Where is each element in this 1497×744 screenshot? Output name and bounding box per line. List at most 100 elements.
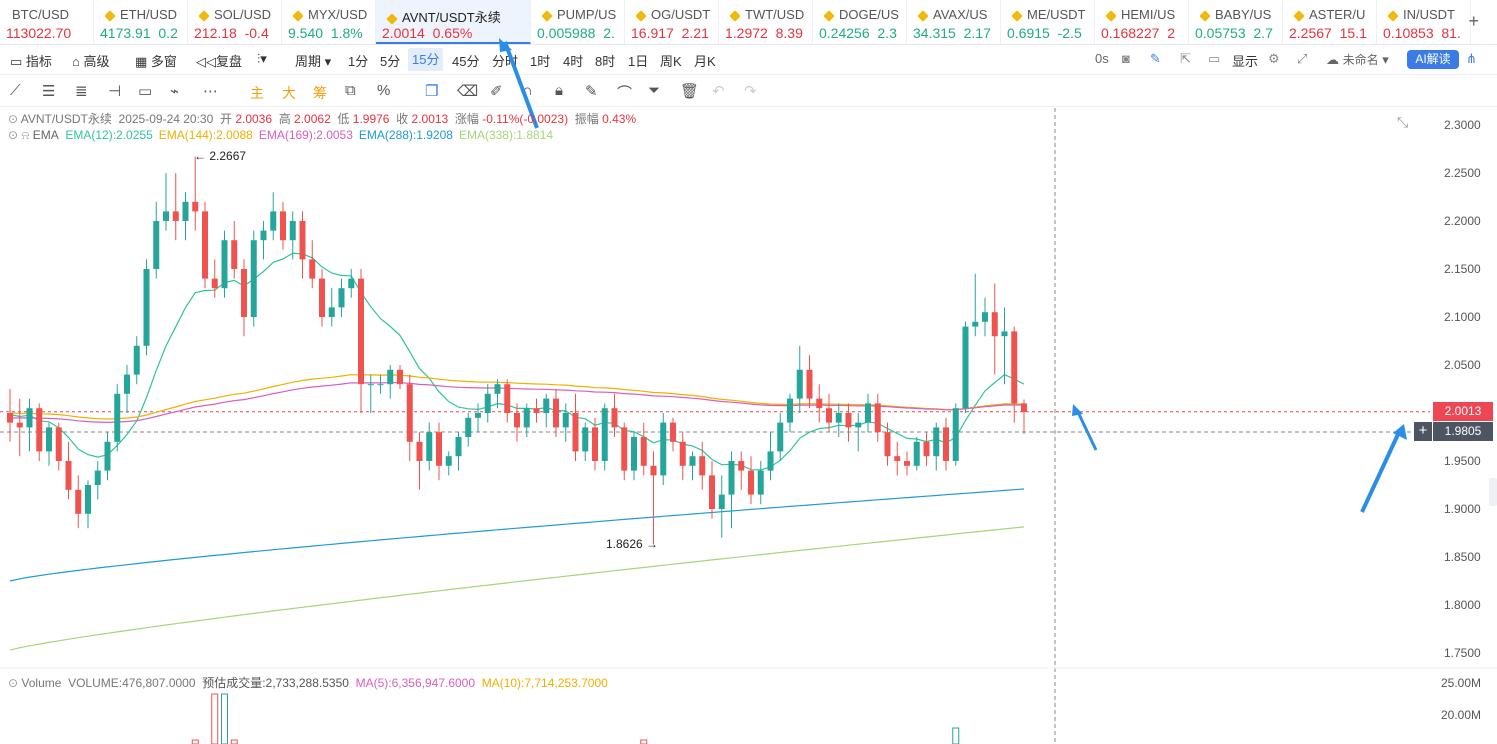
ticker-price: 0.10853 81.: [1383, 25, 1461, 41]
magnet-icon[interactable]: ⧉: [345, 82, 356, 99]
edit-icon[interactable]: ✐: [490, 83, 503, 100]
brush-icon[interactable]: ⌒: [617, 85, 633, 102]
volume-bar: [640, 739, 648, 744]
ticker-tab[interactable]: BTC/USD 113022.70: [0, 0, 94, 44]
ticker-tab[interactable]: OG/USDT 16.917 2.21: [625, 0, 719, 44]
camera-icon[interactable]: ◙: [1122, 51, 1130, 66]
note-icon[interactable]: ✎: [585, 83, 598, 100]
interval-1[interactable]: 5分: [380, 54, 401, 69]
ticker-tab[interactable]: AVAX/US 34.315 2.17: [907, 0, 1001, 44]
volume-bar: [221, 693, 228, 744]
candle-body: [309, 259, 316, 279]
candle-body: [738, 461, 745, 471]
ticker-price: 1.2972 8.39: [725, 25, 803, 41]
collapse-icon[interactable]: ⊙: [8, 676, 22, 690]
layout-icon[interactable]: ▭: [1208, 51, 1221, 66]
ticker-tab[interactable]: AVNT/USDT永续 2.0014 0.65%: [376, 0, 531, 44]
ticker-tab[interactable]: ASTER/U 2.2567 15.1: [1283, 0, 1377, 44]
ticker-tab[interactable]: TWT/USD 1.2972 8.39: [719, 0, 813, 44]
volume-ma10: MA(10):7,714,253.7000: [481, 676, 608, 690]
ticker-tab[interactable]: SOL/USD 212.18 -0.4: [188, 0, 282, 44]
percent-icon[interactable]: %: [377, 82, 391, 99]
chips-button[interactable]: 筹: [313, 85, 327, 101]
indicators-button[interactable]: ▭ 指标: [10, 54, 52, 69]
trash-icon[interactable]: 🗑︎: [680, 83, 700, 100]
main-chart-button[interactable]: 主: [250, 85, 264, 101]
candle-body: [514, 413, 520, 428]
copy-icon[interactable]: ❐: [425, 83, 439, 100]
interval-0[interactable]: 1分: [348, 54, 369, 69]
advanced-button[interactable]: ⌂ 高级: [72, 54, 110, 69]
big-order-button[interactable]: 大: [282, 85, 296, 101]
candle-body: [387, 369, 394, 385]
side-panel-handle[interactable]: [1489, 478, 1497, 506]
interval-8[interactable]: 1日: [628, 54, 649, 69]
bell-icon[interactable]: ⍾: [21, 128, 30, 142]
annotation-arrow: [503, 41, 539, 129]
interval-2[interactable]: 15分: [408, 48, 444, 71]
horizontal-ray-icon[interactable]: ⊣: [108, 83, 122, 100]
ticker-tab[interactable]: BABY/US 0.05753 2.7: [1189, 0, 1283, 44]
volume-axis-label: 25.00M: [1441, 676, 1482, 690]
ticker-tab[interactable]: DOGE/US 0.24256 2.3: [813, 0, 907, 44]
candle-body: [582, 427, 589, 452]
candle-body: [621, 427, 628, 471]
ticker-tab[interactable]: ETH/USD 4173.91 0.2: [94, 0, 188, 44]
redo-icon[interactable]: ↷: [744, 83, 757, 100]
ema-line-2: [9, 382, 1024, 424]
ema-line-3: [9, 488, 1025, 582]
interval-3[interactable]: 45分: [452, 54, 480, 69]
collapse-icon[interactable]: ⊙: [8, 128, 22, 142]
chart-type-icon[interactable]: ⫶▾: [257, 51, 267, 66]
interval-5[interactable]: 1时: [530, 54, 551, 69]
more-tools-icon[interactable]: ⋯: [203, 83, 218, 100]
ticker-symbol: ETH/USD: [104, 7, 177, 22]
interval-10[interactable]: 月K: [694, 54, 716, 69]
ticker-symbol: BABY/US: [1199, 7, 1271, 22]
interval-7[interactable]: 8时: [595, 54, 616, 69]
ema-line-4: [9, 526, 1025, 651]
candle-body: [270, 211, 277, 231]
ticker-tab[interactable]: HEMI/US 0.168227 2: [1095, 0, 1189, 44]
multi-window-button[interactable]: ▦ 多窗: [135, 54, 177, 69]
rectangle-icon[interactable]: ▭: [138, 83, 153, 100]
pen-icon[interactable]: ✎: [1150, 51, 1161, 66]
ticker-tab[interactable]: ME/USDT 0.6915 -2.5: [1001, 0, 1095, 44]
fullscreen-icon[interactable]: ⤢: [1297, 51, 1308, 66]
collapse-icon[interactable]: ⊙: [8, 112, 21, 126]
add-alert-icon[interactable]: +: [1414, 422, 1432, 441]
ticker-tab[interactable]: IN/USDT 0.10853 81.: [1377, 0, 1471, 44]
export-icon[interactable]: ⇱: [1180, 51, 1191, 66]
expand-icon[interactable]: ⤡: [1397, 114, 1409, 130]
eraser-icon[interactable]: ⌫: [457, 83, 479, 100]
filter-icon[interactable]: ⏷: [648, 82, 661, 99]
cloud-save-button[interactable]: ☁ 未命名 ▾: [1326, 52, 1389, 67]
replay-button[interactable]: ◁◁复盘: [196, 54, 243, 69]
lock-icon[interactable]: 🔒︎: [555, 82, 563, 99]
parallel-channel-icon[interactable]: ≣: [75, 83, 88, 100]
add-tab-icon[interactable]: +: [1468, 11, 1479, 31]
ticker-symbol: DOGE/US: [823, 7, 899, 22]
display-button[interactable]: 显示: [1232, 54, 1259, 69]
candle-body: [202, 211, 208, 279]
interval-6[interactable]: 4时: [563, 54, 584, 69]
interval-9[interactable]: 周K: [660, 54, 682, 69]
ticker-tab[interactable]: MYX/USD 9.540 1.8%: [282, 0, 376, 44]
close-label: 收: [396, 112, 409, 126]
candle-body: [211, 278, 218, 289]
horizontal-lines-icon[interactable]: ☰: [42, 83, 56, 100]
ema-1-label: EMA(144):2.0088: [158, 128, 253, 142]
magnet-snap-icon[interactable]: ∩: [522, 82, 533, 99]
ticker-symbol: OG/USDT: [635, 7, 710, 22]
candle-body: [143, 269, 150, 346]
settings-icon[interactable]: ⚙: [1268, 51, 1280, 66]
share-icon[interactable]: ⋔: [1466, 51, 1477, 66]
undo-icon[interactable]: ↶: [712, 83, 725, 100]
ticker-tab[interactable]: PUMP/US 0.005988 2.: [531, 0, 625, 44]
ai-read-button[interactable]: AI解读: [1407, 50, 1459, 69]
period-dropdown[interactable]: 周期 ▾: [295, 54, 332, 69]
trend-line-icon[interactable]: ⟋: [10, 82, 21, 99]
measure-icon[interactable]: ⌁: [170, 83, 180, 100]
open-value: 2.0036: [235, 112, 273, 126]
